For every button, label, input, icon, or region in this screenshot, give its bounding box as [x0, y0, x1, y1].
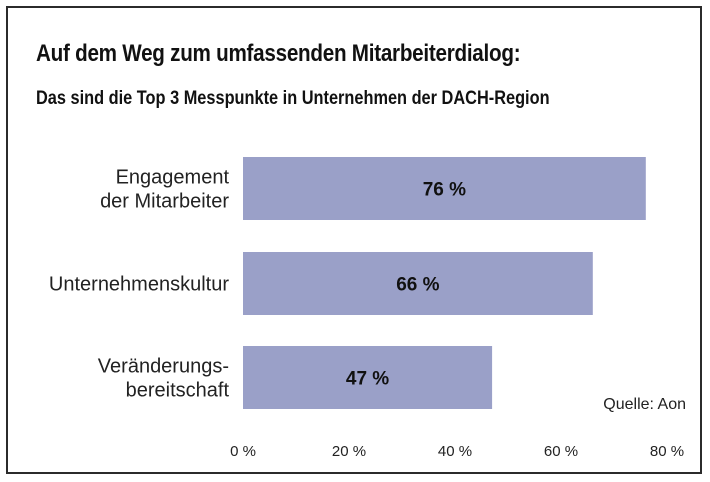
source-note: Quelle: Aon	[603, 396, 686, 413]
x-tick-label-1: 20 %	[332, 443, 366, 460]
x-tick-label-3: 60 %	[544, 443, 578, 460]
category-label-1: Unternehmenskultur	[49, 274, 229, 296]
bar-1	[243, 252, 593, 315]
bar-value-label-2: 47 %	[346, 369, 389, 390]
category-label-0: Engagement der Mitarbeiter	[100, 167, 229, 213]
chart-title: Auf dem Weg zum umfassenden Mitarbeiterd…	[36, 40, 521, 67]
x-tick-label-4: 80 %	[650, 443, 684, 460]
category-label-2: Veränderungs-bereitschaft	[98, 356, 230, 402]
bar-0	[243, 157, 646, 220]
x-tick-label-2: 40 %	[438, 443, 472, 460]
chart-subtitle: Das sind die Top 3 Messpunkte in Unterne…	[36, 88, 550, 109]
bar-value-label-0: 76 %	[423, 180, 466, 201]
bar-value-label-1: 66 %	[396, 275, 439, 296]
x-tick-label-0: 0 %	[230, 443, 256, 460]
bar-2	[243, 346, 493, 409]
